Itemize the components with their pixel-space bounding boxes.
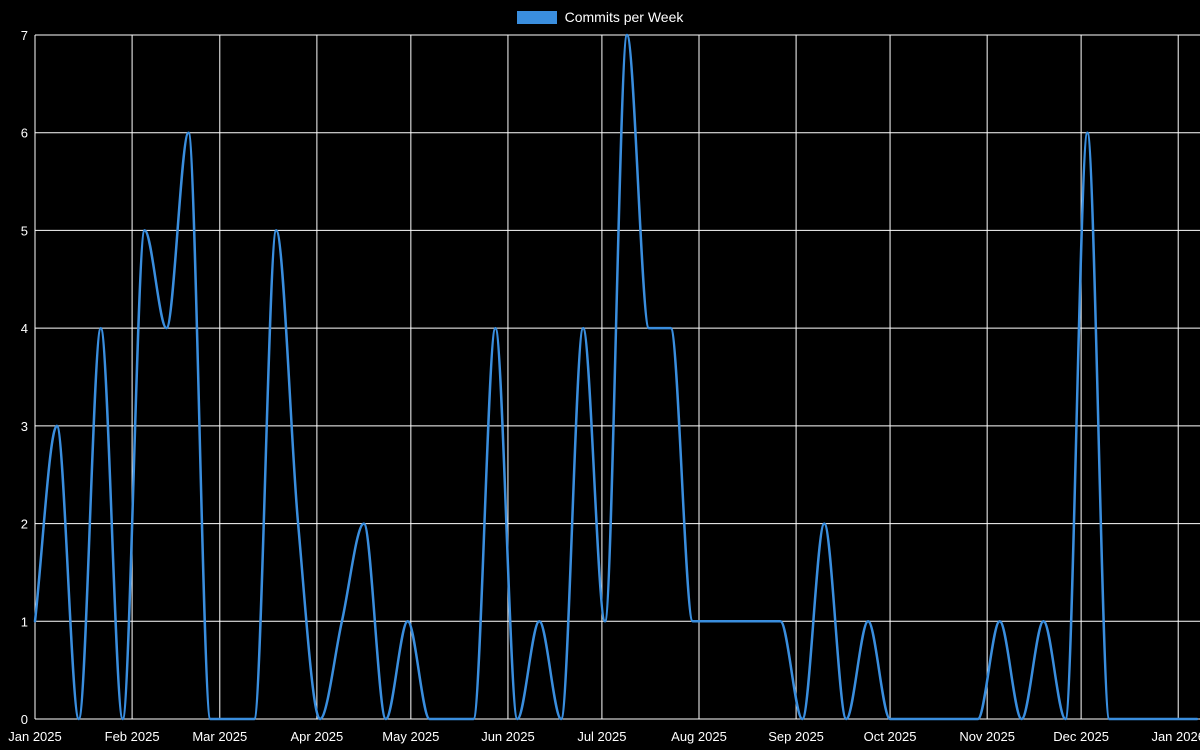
x-tick-label: Nov 2025 — [959, 729, 1015, 744]
x-tick-label: Jul 2025 — [577, 729, 626, 744]
y-tick-label: 0 — [21, 712, 28, 727]
y-tick-label: 1 — [21, 614, 28, 629]
legend-label: Commits per Week — [564, 9, 684, 25]
x-tick-label: Sep 2025 — [768, 729, 824, 744]
legend-swatch-icon — [516, 10, 557, 24]
y-tick-label: 5 — [21, 223, 28, 238]
x-tick-label: Feb 2025 — [105, 729, 160, 744]
y-tick-label: 3 — [21, 419, 28, 434]
series-line-commits-per-week — [33, 33, 1199, 721]
x-tick-label: Jan 2025 — [8, 729, 62, 744]
x-tick-label: Oct 2025 — [864, 729, 917, 744]
y-tick-label: 2 — [21, 517, 28, 532]
x-tick-label: Jun 2025 — [481, 729, 535, 744]
x-tick-label: Apr 2025 — [291, 729, 344, 744]
y-tick-label: 7 — [21, 28, 28, 43]
x-tick-label: May 2025 — [382, 729, 439, 744]
x-tick-label: Dec 2025 — [1053, 729, 1109, 744]
x-tick-label: Mar 2025 — [192, 729, 247, 744]
y-tick-label: 6 — [21, 126, 28, 141]
chart-legend[interactable]: Commits per Week — [0, 8, 1200, 26]
x-tick-label: Aug 2025 — [671, 729, 727, 744]
x-tick-label: Jan 2026 — [1151, 729, 1200, 744]
y-tick-label: 4 — [21, 321, 28, 336]
